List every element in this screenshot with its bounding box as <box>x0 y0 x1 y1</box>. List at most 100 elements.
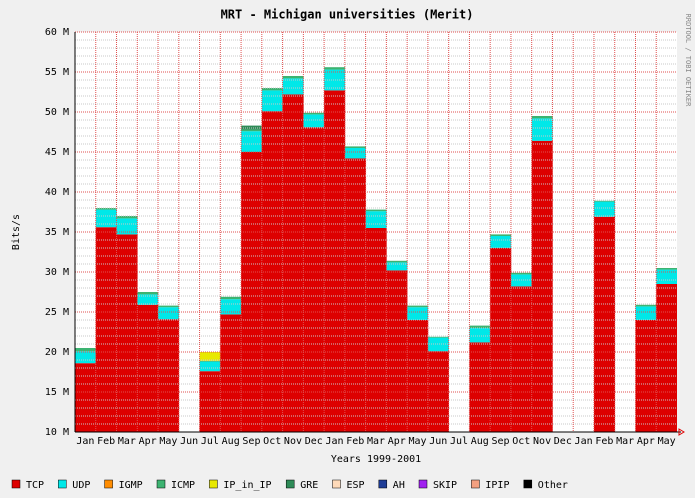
bar-segment <box>95 208 117 210</box>
bar-segment <box>490 234 512 236</box>
bar-segment <box>469 325 491 328</box>
bar-segment <box>531 116 553 119</box>
x-tick-label: Dec <box>554 436 572 447</box>
x-tick-label: May <box>408 436 426 447</box>
x-tick-label: Nov <box>533 436 551 447</box>
x-tick-label: Apr <box>637 436 655 447</box>
x-tick-label: Jul <box>450 436 468 447</box>
bar-segment <box>365 209 387 212</box>
bar-segment <box>324 69 346 91</box>
bar-segment <box>344 146 366 148</box>
y-tick-label: 25 M <box>45 307 69 318</box>
bar-segment <box>469 342 491 432</box>
legend-swatch <box>104 479 113 489</box>
legend-label: UDP <box>72 480 90 491</box>
bar-segment <box>75 348 97 352</box>
x-tick-label: May <box>159 436 177 447</box>
x-tick-label: Oct <box>263 436 281 447</box>
legend-swatch <box>332 479 341 489</box>
bar-segment <box>386 260 408 263</box>
bar-segment <box>407 305 429 308</box>
legend-swatch <box>11 479 21 489</box>
bar-segment <box>282 78 304 95</box>
side-note: RRDTOOL / TOBI OETIKER <box>684 14 692 108</box>
y-tick-label: 15 M <box>45 387 69 398</box>
bar-segment <box>199 361 221 372</box>
legend-label: IPIP <box>485 480 509 491</box>
legend-label: TCP <box>26 480 44 491</box>
x-axis-label: Years 1999-2001 <box>331 454 421 465</box>
legend-label: ESP <box>347 480 365 491</box>
bar-segment <box>365 228 387 432</box>
legend-swatch <box>285 479 295 489</box>
x-tick-label: Aug <box>471 436 489 447</box>
bar-segment <box>344 158 366 432</box>
bar-segment <box>261 88 283 91</box>
x-tick-label: Jan <box>325 436 343 447</box>
x-tick-label: Aug <box>222 436 240 447</box>
legend-label: SKIP <box>433 480 457 491</box>
y-tick-label: 50 M <box>45 107 69 118</box>
y-tick-label: 35 M <box>45 227 69 238</box>
bar-segment <box>531 118 553 141</box>
legend-swatch <box>418 479 428 489</box>
bar-segment <box>427 336 449 338</box>
x-tick-label: Feb <box>346 436 364 447</box>
x-tick-label: Jan <box>76 436 94 447</box>
bar-segment <box>510 286 532 432</box>
x-tick-label: Feb <box>595 436 613 447</box>
x-tick-label: Jan <box>575 436 593 447</box>
y-tick-label: 30 M <box>45 267 69 278</box>
chart-title: MRT - Michigan universities (Merit) <box>221 8 474 22</box>
bar-segment <box>137 292 159 295</box>
bar-segment <box>407 307 429 320</box>
x-tick-label: Mar <box>616 436 634 447</box>
bar-segment <box>241 129 263 132</box>
legend-swatch <box>471 479 480 489</box>
y-tick-label: 20 M <box>45 347 69 358</box>
bar-segment <box>282 76 304 79</box>
x-tick-label: Jul <box>201 436 219 447</box>
bar-segment <box>158 319 180 432</box>
axis-arrow <box>678 428 685 436</box>
y-tick-label: 10 M <box>45 427 69 438</box>
bar-segment <box>220 296 242 300</box>
bar-segment <box>324 67 346 70</box>
bar-segment <box>137 294 159 305</box>
bar-segment <box>635 306 657 320</box>
x-tick-label: May <box>658 436 676 447</box>
legend-label: ICMP <box>171 480 195 491</box>
x-tick-label: Jun <box>429 436 447 447</box>
legend-label: GRE <box>300 480 318 491</box>
y-tick-label: 45 M <box>45 147 69 158</box>
legend-label: AH <box>393 480 405 491</box>
bar-segment <box>635 320 657 432</box>
bar-segment <box>303 114 325 128</box>
bar-segment <box>365 211 387 228</box>
bar-segment <box>510 272 532 275</box>
bar-segment <box>635 304 657 307</box>
bar-segment <box>199 371 221 432</box>
bar-segment <box>116 216 138 219</box>
legend-swatch <box>523 479 533 489</box>
bar-segment <box>241 131 263 152</box>
legend-swatch <box>58 479 67 489</box>
bar-segment <box>531 140 553 432</box>
y-axis-label: Bits/s <box>11 214 22 250</box>
bar-segment <box>427 351 449 432</box>
bar-segment <box>158 305 180 308</box>
bar-segment <box>95 227 117 432</box>
x-tick-label: Oct <box>512 436 530 447</box>
x-tick-label: Mar <box>367 436 385 447</box>
bar-segment <box>261 90 283 112</box>
x-tick-label: Mar <box>118 436 136 447</box>
x-tick-label: Nov <box>284 436 302 447</box>
bar-segment <box>656 268 677 270</box>
legend-label: Other <box>538 480 568 491</box>
bar-segment <box>116 218 138 235</box>
x-tick-label: Jun <box>180 436 198 447</box>
x-tick-label: Dec <box>305 436 323 447</box>
bar-segment <box>116 234 138 432</box>
y-tick-label: 55 M <box>45 67 69 78</box>
bar-segment <box>199 352 221 361</box>
